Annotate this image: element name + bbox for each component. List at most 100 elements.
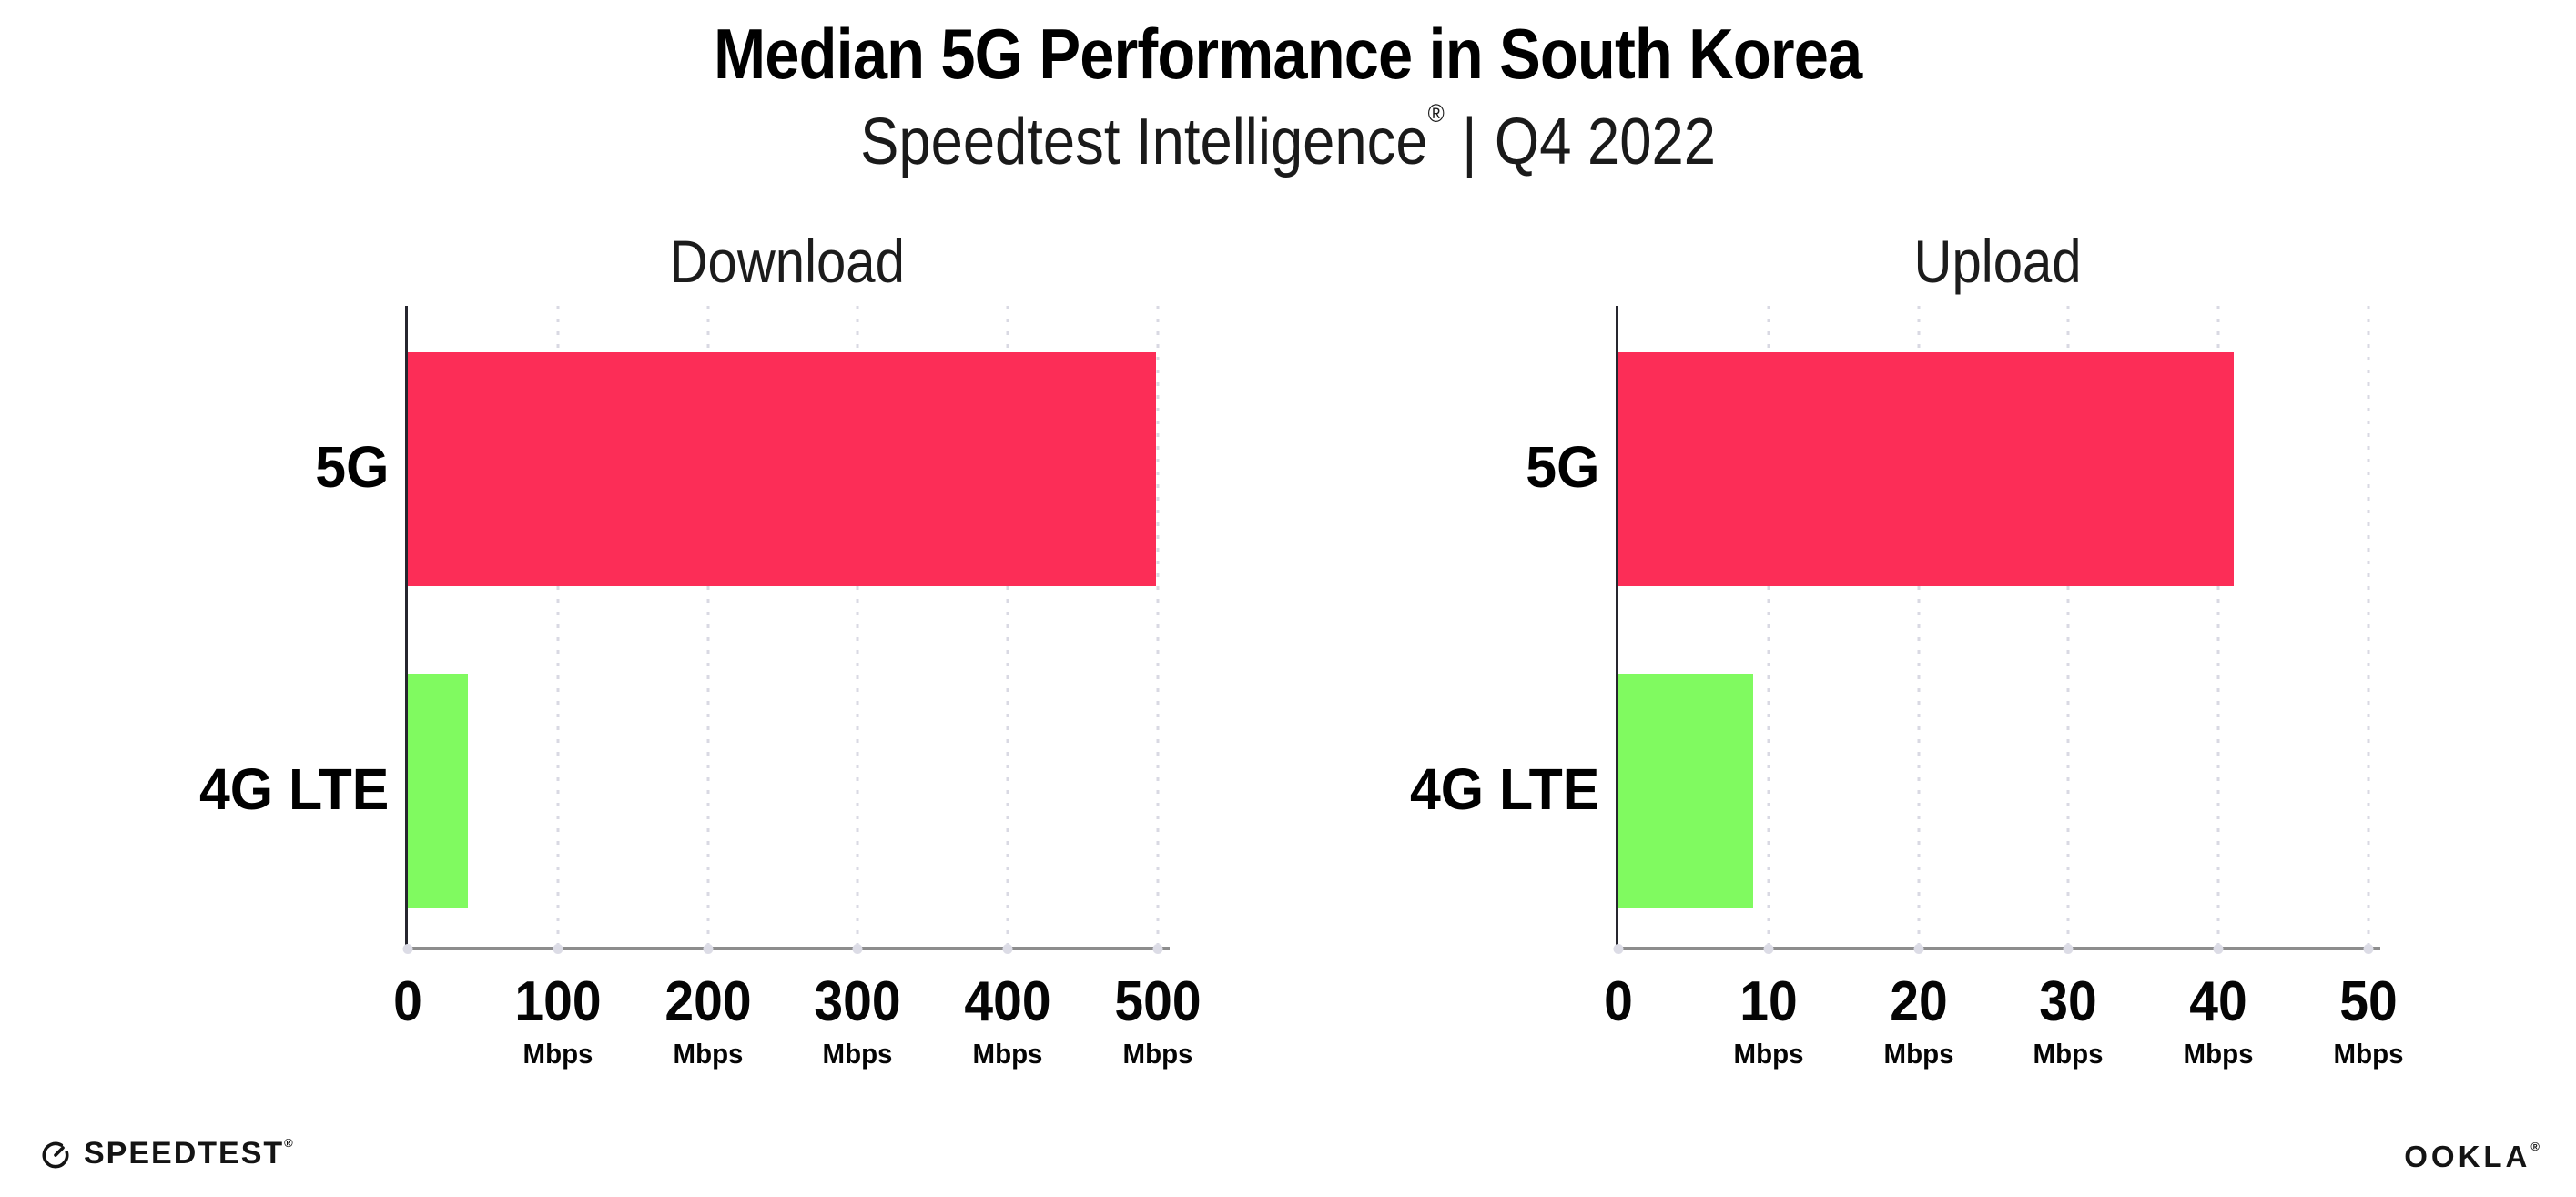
tick-unit bbox=[1604, 1038, 1634, 1070]
axis-dot bbox=[553, 944, 563, 954]
category-label-5g: 5G bbox=[314, 434, 389, 500]
x-tick-100: 100 Mbps bbox=[511, 974, 604, 1070]
bar-4g-lte-download bbox=[408, 674, 468, 908]
tick-unit: Mbps bbox=[1122, 1038, 1193, 1070]
upload-plot-row: 5G 4G LTE bbox=[1343, 306, 2389, 954]
download-category-labels: 5G 4G LTE bbox=[132, 306, 405, 950]
axis-dot bbox=[1002, 944, 1013, 954]
gridline bbox=[556, 306, 560, 947]
tick-number: 400 bbox=[964, 970, 1051, 1033]
x-tick-400: 400 Mbps bbox=[960, 974, 1054, 1070]
gridline bbox=[706, 306, 710, 947]
gauge-icon bbox=[42, 1141, 69, 1169]
gridline bbox=[2066, 306, 2070, 947]
download-plot-row: 5G 4G LTE bbox=[132, 306, 1179, 954]
tick-unit: Mbps bbox=[2183, 1038, 2254, 1070]
upload-chart-title: Upload bbox=[1616, 226, 2380, 306]
tick-unit bbox=[393, 1038, 423, 1070]
upload-chart: Upload 5G 4G LTE 0 bbox=[1343, 226, 2404, 1070]
bar-5g-download bbox=[408, 352, 1157, 586]
axis-dot bbox=[852, 944, 863, 954]
ookla-registered-mark: ® bbox=[2530, 1140, 2543, 1153]
speedtest-wordmark: SPEEDTEST bbox=[84, 1136, 285, 1171]
download-chart: Download 5G 4G LTE bbox=[132, 226, 1202, 1070]
x-tick-0: 0 bbox=[1603, 974, 1634, 1070]
x-tick-500: 500 Mbps bbox=[1111, 974, 1204, 1070]
x-tick-30: 30 Mbps bbox=[2032, 974, 2105, 1070]
speedtest-logo: SPEEDTEST® bbox=[38, 1136, 295, 1172]
axis-dot bbox=[2063, 944, 2074, 954]
x-tick-40: 40 Mbps bbox=[2182, 974, 2256, 1070]
gridline bbox=[2216, 306, 2220, 947]
tick-number: 300 bbox=[814, 970, 901, 1033]
tick-unit: Mbps bbox=[1733, 1038, 1804, 1070]
page-title-text: Median 5G Performance in South Korea bbox=[714, 14, 1862, 94]
download-chart-title: Download bbox=[405, 226, 1170, 306]
tick-unit: Mbps bbox=[2333, 1038, 2404, 1070]
category-label-4g-lte: 4G LTE bbox=[1409, 756, 1599, 822]
download-4g-label-cell: 4G LTE bbox=[132, 628, 405, 950]
tick-number: 200 bbox=[664, 970, 752, 1033]
header: Median 5G Performance in South Korea Spe… bbox=[0, 13, 2576, 179]
category-label-4g-lte: 4G LTE bbox=[198, 756, 389, 822]
axis-dot bbox=[1613, 944, 1624, 954]
upload-chart-title-text: Upload bbox=[1913, 228, 2083, 295]
tick-number: 10 bbox=[1739, 970, 1798, 1033]
gridline bbox=[1767, 306, 1770, 947]
upload-4g-label-cell: 4G LTE bbox=[1343, 628, 1616, 950]
axis-dot bbox=[2213, 944, 2224, 954]
x-tick-20: 20 Mbps bbox=[1881, 974, 1955, 1070]
tick-number: 500 bbox=[1114, 970, 1202, 1033]
x-tick-50: 50 Mbps bbox=[2331, 974, 2405, 1070]
upload-plot-area bbox=[1613, 306, 2380, 954]
download-plot-area bbox=[402, 306, 1170, 954]
gridline bbox=[1006, 306, 1009, 947]
ookla-logo-text: OOKLA® bbox=[2404, 1140, 2543, 1173]
x-tick-200: 200 Mbps bbox=[661, 974, 755, 1070]
axis-dot bbox=[2363, 944, 2374, 954]
tick-unit: Mbps bbox=[673, 1038, 743, 1070]
tick-number: 30 bbox=[2039, 970, 2098, 1033]
tick-number: 50 bbox=[2339, 970, 2398, 1033]
ookla-wordmark: OOKLA bbox=[2404, 1140, 2531, 1173]
subtitle-separator: | bbox=[1462, 106, 1477, 178]
speedtest-registered-mark: ® bbox=[284, 1136, 295, 1150]
page-title: Median 5G Performance in South Korea bbox=[0, 13, 2576, 96]
tick-number: 20 bbox=[1889, 970, 1948, 1033]
ookla-logo: OOKLA® bbox=[2404, 1140, 2543, 1174]
x-tick-300: 300 Mbps bbox=[811, 974, 905, 1070]
upload-category-labels: 5G 4G LTE bbox=[1343, 306, 1616, 950]
axis-dot bbox=[1763, 944, 1774, 954]
gridline bbox=[2367, 306, 2370, 947]
bar-4g-lte-upload bbox=[1618, 674, 1754, 908]
axis-dot bbox=[703, 944, 714, 954]
tick-unit: Mbps bbox=[822, 1038, 893, 1070]
page-subtitle: Speedtest Intelligence® | Q4 2022 bbox=[0, 99, 2576, 179]
page-subtitle-text: Speedtest Intelligence® | Q4 2022 bbox=[860, 99, 1716, 179]
subtitle-period: Q4 2022 bbox=[1494, 106, 1716, 178]
gridline bbox=[1156, 306, 1160, 947]
tick-number: 0 bbox=[393, 970, 422, 1033]
category-label-5g: 5G bbox=[1525, 434, 1599, 500]
tick-number: 40 bbox=[2189, 970, 2247, 1033]
tick-number: 0 bbox=[1604, 970, 1633, 1033]
axis-dot bbox=[1913, 944, 1924, 954]
upload-x-axis: 0 10 Mbps 20 Mbps 30 Mbps 40 Mbps 50 Mbps bbox=[1604, 950, 2403, 1105]
tick-unit: Mbps bbox=[972, 1038, 1043, 1070]
download-x-axis: 0 100 Mbps 200 Mbps 300 Mbps 400 Mbps 500 Mbp… bbox=[393, 950, 1201, 1105]
tick-unit: Mbps bbox=[1883, 1038, 1953, 1070]
x-tick-0: 0 bbox=[392, 974, 423, 1070]
tick-unit: Mbps bbox=[2033, 1038, 2104, 1070]
tick-number: 100 bbox=[514, 970, 602, 1033]
registered-mark: ® bbox=[1427, 99, 1445, 127]
axis-dot bbox=[1152, 944, 1163, 954]
download-chart-title-text: Download bbox=[669, 228, 906, 295]
subtitle-brand: Speedtest Intelligence bbox=[860, 106, 1428, 178]
upload-5g-label-cell: 5G bbox=[1343, 306, 1616, 628]
gridline bbox=[856, 306, 859, 947]
x-tick-10: 10 Mbps bbox=[1731, 974, 1805, 1070]
download-5g-label-cell: 5G bbox=[132, 306, 405, 628]
bar-5g-upload bbox=[1618, 352, 2234, 586]
gridline bbox=[1917, 306, 1921, 947]
